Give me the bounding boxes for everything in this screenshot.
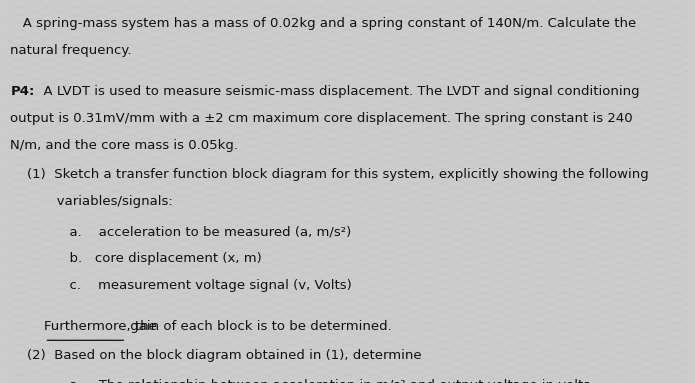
Text: (2)  Based on the block diagram obtained in (1), determine: (2) Based on the block diagram obtained …: [10, 349, 422, 362]
Text: P4:: P4:: [10, 85, 35, 98]
Text: A LVDT is used to measure seismic-mass displacement. The LVDT and signal conditi: A LVDT is used to measure seismic-mass d…: [35, 85, 639, 98]
Text: variables/signals:: variables/signals:: [10, 195, 173, 208]
Text: output is 0.31mV/mm with a ±2 cm maximum core displacement. The spring constant : output is 0.31mV/mm with a ±2 cm maximum…: [10, 111, 633, 124]
Text: N/m, and the core mass is 0.05kg.: N/m, and the core mass is 0.05kg.: [10, 139, 238, 152]
Text: Furthermore, the: Furthermore, the: [44, 320, 157, 333]
Text: A spring-mass system has a mass of 0.02kg and a spring constant of 140N/m. Calcu: A spring-mass system has a mass of 0.02k…: [10, 17, 637, 30]
Text: b.   core displacement (x, m): b. core displacement (x, m): [10, 252, 262, 265]
Text: a.    acceleration to be measured (a, m/s²): a. acceleration to be measured (a, m/s²): [10, 225, 352, 238]
Text: c.    measurement voltage signal (v, Volts): c. measurement voltage signal (v, Volts): [10, 279, 352, 292]
Text: a.    The relationship between acceleration in m/s² and output voltage in volts: a. The relationship between acceleration…: [10, 379, 591, 383]
Text: gain of each block is to be determined.: gain of each block is to be determined.: [126, 320, 392, 333]
Text: (1)  Sketch a transfer function block diagram for this system, explicitly showin: (1) Sketch a transfer function block dia…: [10, 168, 649, 181]
Text: natural frequency.: natural frequency.: [10, 44, 132, 57]
